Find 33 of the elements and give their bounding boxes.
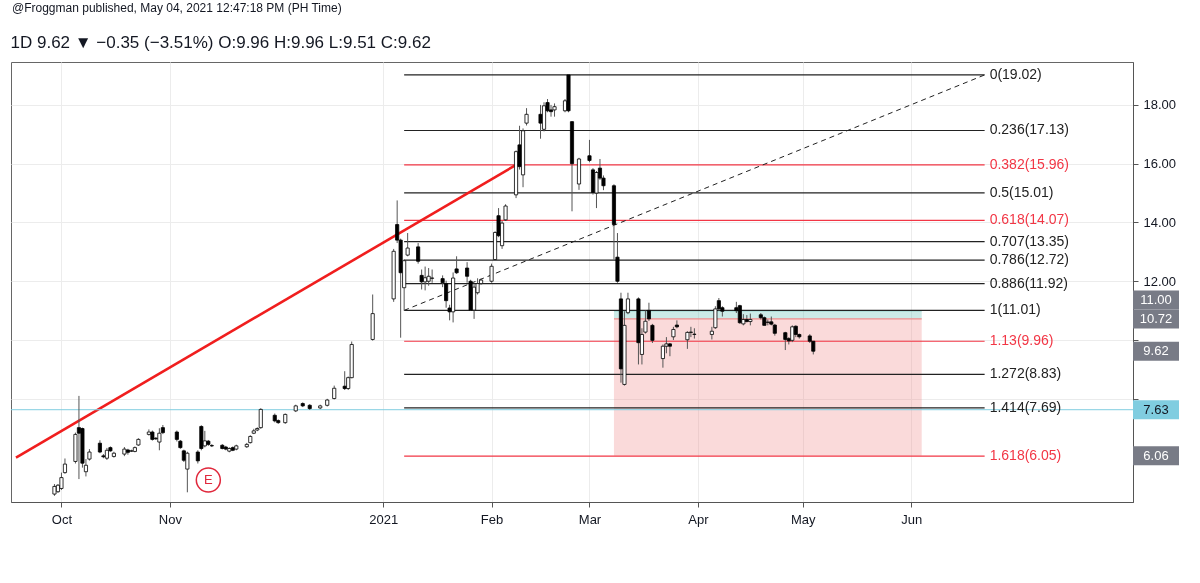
x-tick-label: Nov <box>158 511 183 527</box>
y-tick-label: 18.00 <box>1143 97 1177 113</box>
series-label: 0.618(14.07) <box>989 211 1070 228</box>
x-tick-label: Mar <box>578 511 602 527</box>
series-label: 1.618(6.05) <box>989 447 1062 464</box>
x-tick-label: Apr <box>688 511 710 527</box>
x-tick-label: 2021 <box>369 511 399 527</box>
annotation: E <box>203 472 213 487</box>
text: 9.62 <box>1143 343 1169 359</box>
chart-title: 1D 9.62 ▼ −0.35 (−3.51%) O:9.96 H:9.96 L:9.51 C:9.62 <box>10 33 431 52</box>
series-label: 0.236(17.13) <box>989 121 1070 138</box>
text: 10.72 <box>1139 310 1173 326</box>
series-label: 0.5(15.01) <box>989 183 1054 200</box>
series-label: 1.414(7.69) <box>989 398 1062 415</box>
series-label: 0(19.02) <box>989 65 1042 82</box>
y-tick-label: 12.00 <box>1143 273 1177 289</box>
series-label: 0.707(13.35) <box>989 232 1070 249</box>
y-tick-label: 16.00 <box>1143 156 1177 172</box>
series-label: 0.886(11.92) <box>989 274 1068 291</box>
chart-subtitle: @Froggman published, May 04, 2021 12:47:18 PM (PH Time) <box>12 1 342 16</box>
x-tick-label: Feb <box>480 511 504 527</box>
text: 6.06 <box>1143 447 1169 463</box>
series-label: 1(11.01) <box>989 301 1041 318</box>
x-tick-label: Jun <box>901 511 923 527</box>
text: 11.00 <box>1140 291 1172 307</box>
series-label: 1.13(9.96) <box>989 332 1054 349</box>
series-label: 0.382(15.96) <box>989 155 1070 172</box>
x-tick-label: Oct <box>51 511 73 527</box>
x-tick-label: May <box>791 511 817 527</box>
series-label: 1.272(8.83) <box>989 365 1062 382</box>
y-tick-label: 14.00 <box>1143 214 1177 230</box>
ref-line-label: 7.63 <box>1143 401 1169 417</box>
series-label: 0.786(12.72) <box>989 251 1070 268</box>
